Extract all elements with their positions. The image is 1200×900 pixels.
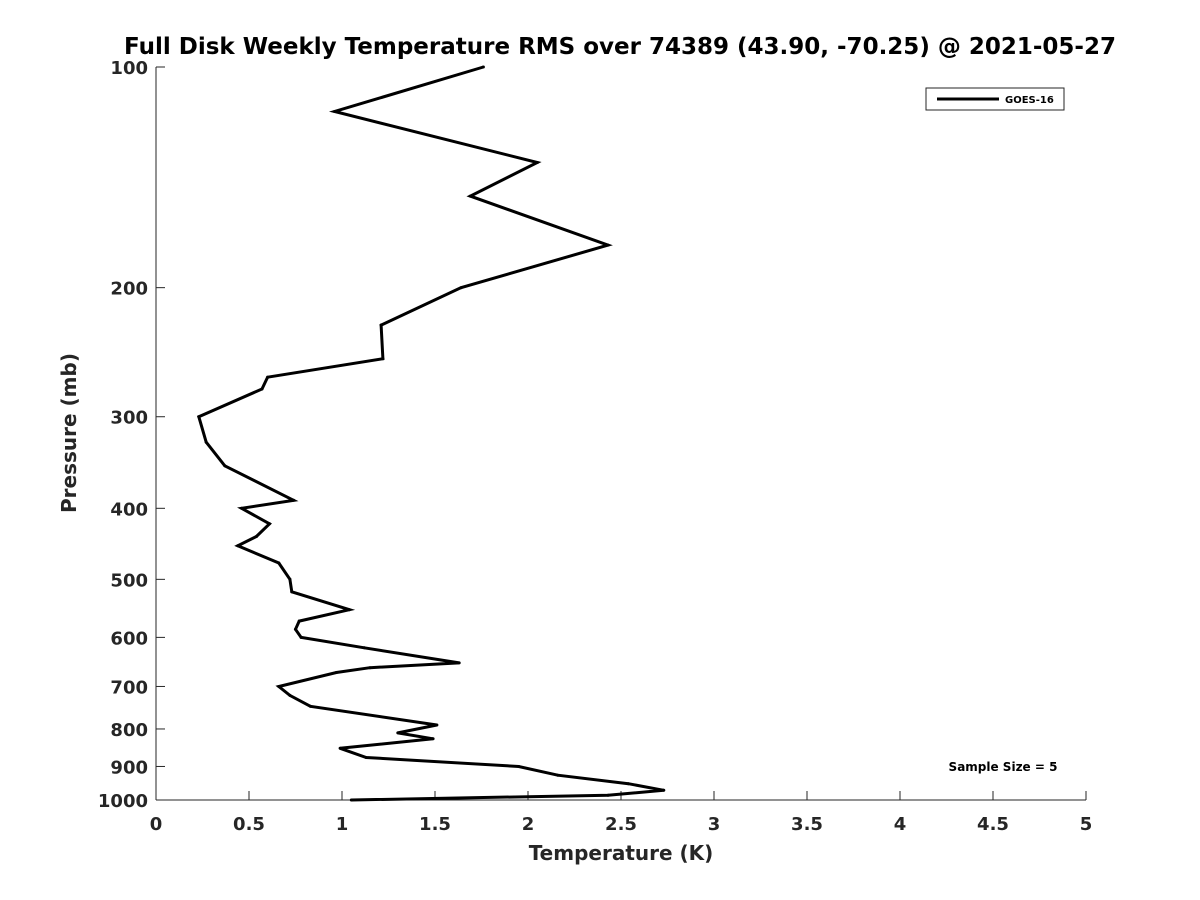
data-point bbox=[268, 522, 271, 526]
series-line-goes-16 bbox=[196, 65, 665, 802]
data-point bbox=[266, 375, 270, 379]
data-point bbox=[368, 666, 372, 670]
y-tick-label: 300 bbox=[110, 408, 148, 429]
data-point bbox=[431, 737, 435, 741]
data-point bbox=[236, 544, 240, 548]
data-point bbox=[308, 704, 312, 708]
data-point bbox=[290, 590, 294, 594]
data-point bbox=[457, 661, 461, 665]
y-tick-label: 700 bbox=[110, 677, 148, 698]
x-tick-label: 1 bbox=[336, 814, 349, 835]
data-point bbox=[626, 782, 630, 786]
data-point bbox=[277, 561, 281, 565]
y-tick-label: 900 bbox=[110, 757, 148, 778]
legend: GOES-16 bbox=[925, 87, 1065, 111]
data-point bbox=[294, 627, 297, 631]
data-point bbox=[288, 577, 292, 581]
data-point bbox=[556, 773, 560, 777]
data-point bbox=[260, 387, 264, 391]
x-tick-label: 3 bbox=[708, 814, 721, 835]
data-point bbox=[379, 323, 383, 327]
y-tick-label: 500 bbox=[110, 570, 148, 591]
data-point bbox=[197, 415, 201, 419]
data-point bbox=[364, 756, 368, 759]
chart-title: Full Disk Weekly Temperature RMS over 74… bbox=[124, 34, 1116, 60]
data-point bbox=[299, 635, 303, 639]
data-point bbox=[535, 161, 539, 164]
data-point bbox=[347, 608, 351, 612]
data-point bbox=[606, 243, 610, 247]
data-point bbox=[338, 746, 342, 750]
y-tick-label: 800 bbox=[110, 720, 148, 741]
data-point bbox=[277, 685, 281, 688]
data-point bbox=[349, 798, 353, 802]
sample-size-annotation: Sample Size = 5 bbox=[949, 760, 1058, 774]
y-axis-ticks: 100 200 300 400 500 600 700 800 900 1000 bbox=[98, 58, 165, 812]
data-point bbox=[288, 693, 292, 697]
y-axis-label: Pressure (mb) bbox=[57, 353, 81, 513]
x-tick-label: 2 bbox=[522, 814, 535, 835]
y-tick-label: 1000 bbox=[98, 791, 148, 812]
data-point bbox=[662, 788, 666, 792]
data-point bbox=[240, 506, 244, 510]
y-tick-label: 600 bbox=[110, 628, 148, 649]
x-tick-label: 4 bbox=[894, 814, 907, 835]
data-point bbox=[396, 731, 400, 735]
y-tick-label: 100 bbox=[110, 58, 148, 79]
x-tick-label: 5 bbox=[1080, 814, 1093, 835]
plot-frame bbox=[155, 67, 1086, 801]
y-tick-label: 200 bbox=[110, 279, 148, 300]
data-point bbox=[362, 646, 366, 650]
data-point bbox=[292, 498, 296, 502]
data-point bbox=[468, 194, 472, 198]
data-point bbox=[481, 65, 485, 69]
data-point bbox=[297, 619, 301, 623]
legend-label-goes-16: GOES-16 bbox=[1005, 95, 1054, 106]
series-layer bbox=[196, 65, 666, 802]
data-point bbox=[223, 464, 227, 468]
x-tick-label: 0.5 bbox=[233, 814, 265, 835]
data-point bbox=[435, 723, 439, 727]
x-axis-label: Temperature (K) bbox=[529, 841, 714, 865]
x-tick-label: 2.5 bbox=[605, 814, 637, 835]
x-tick-label: 0 bbox=[150, 814, 163, 835]
data-point bbox=[381, 357, 385, 361]
data-point bbox=[204, 440, 208, 444]
data-point bbox=[254, 535, 258, 538]
x-tick-label: 4.5 bbox=[977, 814, 1009, 835]
x-axis-ticks: 0 0.5 1 1.5 2 2.5 3 3.5 4 4.5 5 bbox=[150, 791, 1093, 835]
data-point bbox=[333, 110, 337, 113]
y-tick-label: 400 bbox=[110, 499, 148, 520]
x-tick-label: 3.5 bbox=[791, 814, 823, 835]
data-point bbox=[459, 286, 463, 290]
data-point bbox=[606, 793, 610, 797]
x-tick-label: 1.5 bbox=[419, 814, 451, 835]
data-point bbox=[334, 671, 338, 674]
data-point bbox=[517, 765, 521, 768]
